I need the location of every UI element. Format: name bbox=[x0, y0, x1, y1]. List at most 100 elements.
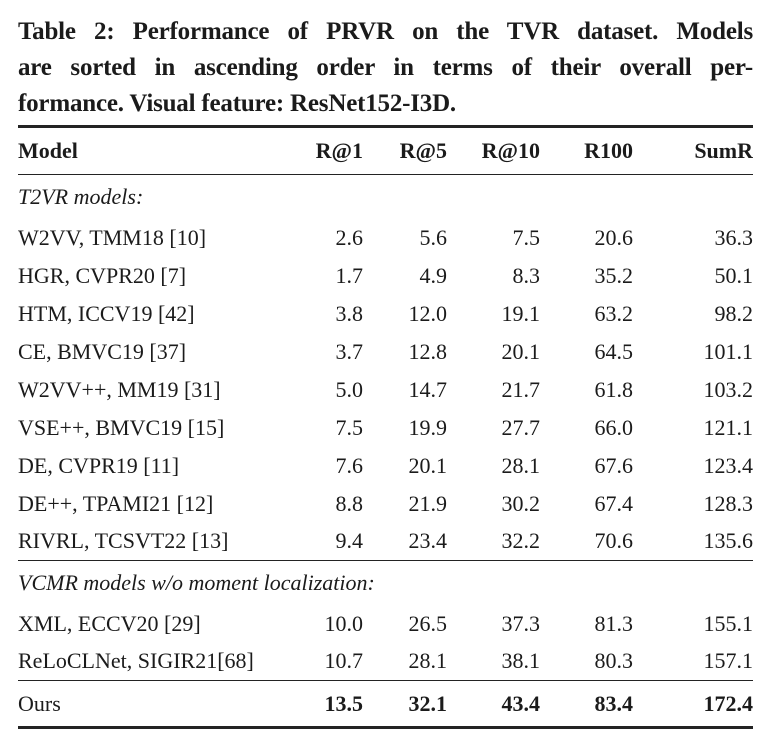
value-cell: 5.0 bbox=[335, 376, 364, 402]
value-cell: 12.8 bbox=[408, 338, 448, 364]
value-cell: 28.1 bbox=[501, 452, 541, 478]
value-cell: 19.1 bbox=[501, 300, 541, 326]
value-cell: 36.3 bbox=[714, 224, 754, 250]
model-cell: HTM, ICCV19 [42] bbox=[18, 300, 195, 326]
value-cell: 7.6 bbox=[335, 452, 364, 478]
value-cell: 8.8 bbox=[335, 490, 364, 516]
value-cell: 81.3 bbox=[594, 610, 634, 636]
column-header-r100: R100 bbox=[584, 138, 633, 163]
value-cell: 155.1 bbox=[703, 610, 754, 636]
header-row: Model R@1 R@5 R@10 R100 SumR bbox=[18, 126, 753, 175]
value-cell: 4.9 bbox=[419, 262, 448, 288]
table-row: Ours 13.5 32.1 43.4 83.4 172.4 bbox=[18, 681, 753, 728]
value-cell: 66.0 bbox=[594, 414, 634, 440]
table-row: DE, CVPR19 [11] 7.6 20.1 28.1 67.6 123.4 bbox=[18, 447, 753, 485]
value-cell: 64.5 bbox=[594, 338, 634, 364]
table-row: VSE++, BMVC19 [15] 7.5 19.9 27.7 66.0 121.1 bbox=[18, 409, 753, 447]
table-row: CE, BMVC19 [37] 3.7 12.8 20.1 64.5 101.1 bbox=[18, 333, 753, 371]
value-cell: 101.1 bbox=[703, 338, 754, 364]
value-cell: 30.2 bbox=[501, 490, 541, 516]
caption-line-2: are sorted in ascending order in terms o… bbox=[18, 54, 753, 81]
ours-section: Ours 13.5 32.1 43.4 83.4 172.4 bbox=[18, 680, 753, 728]
model-cell: ReLoCLNet, SIGIR21[68] bbox=[18, 648, 254, 674]
value-cell: 98.2 bbox=[714, 300, 754, 326]
value-cell: 21.9 bbox=[408, 490, 448, 516]
value-cell: 26.5 bbox=[408, 610, 448, 636]
value-cell: 2.6 bbox=[335, 224, 364, 250]
value-cell: 50.1 bbox=[714, 262, 754, 288]
value-cell: 3.7 bbox=[335, 338, 364, 364]
value-cell: 1.7 bbox=[335, 262, 364, 288]
value-cell: 67.6 bbox=[594, 452, 634, 478]
table-row: W2VV++, MM19 [31] 5.0 14.7 21.7 61.8 103.2 bbox=[18, 371, 753, 409]
value-cell: 28.1 bbox=[408, 648, 448, 674]
value-cell: 5.6 bbox=[419, 224, 448, 250]
results-table: Model R@1 R@5 R@10 R100 SumR T2VR models… bbox=[18, 125, 753, 729]
value-cell: 7.5 bbox=[512, 224, 541, 250]
column-header-r5: R@5 bbox=[399, 138, 447, 163]
value-cell: 10.0 bbox=[324, 610, 364, 636]
value-cell: 12.0 bbox=[408, 300, 448, 326]
value-cell: 3.8 bbox=[335, 300, 364, 326]
value-cell: 172.4 bbox=[703, 690, 754, 716]
model-cell: W2VV++, MM19 [31] bbox=[18, 376, 221, 402]
table-row: XML, ECCV20 [29] 10.0 26.5 37.3 81.3 155.1 bbox=[18, 605, 753, 643]
value-cell: 157.1 bbox=[703, 648, 754, 674]
section-header-label: T2VR models: bbox=[18, 183, 144, 209]
model-cell: DE++, TPAMI21 [12] bbox=[18, 490, 214, 516]
model-cell: HGR, CVPR20 [7] bbox=[18, 262, 187, 288]
value-cell: 19.9 bbox=[408, 414, 448, 440]
table-row: HTM, ICCV19 [42] 3.8 12.0 19.1 63.2 98.2 bbox=[18, 295, 753, 333]
model-cell: VSE++, BMVC19 [15] bbox=[18, 414, 225, 440]
value-cell: 37.3 bbox=[501, 610, 541, 636]
value-cell: 123.4 bbox=[703, 452, 754, 478]
value-cell: 80.3 bbox=[594, 648, 634, 674]
value-cell: 20.6 bbox=[594, 224, 634, 250]
value-cell: 121.1 bbox=[703, 414, 754, 440]
column-header-sumr: SumR bbox=[694, 138, 753, 163]
model-cell: XML, ECCV20 [29] bbox=[18, 610, 201, 636]
value-cell: 38.1 bbox=[501, 648, 541, 674]
value-cell: 23.4 bbox=[408, 528, 448, 554]
value-cell: 32.1 bbox=[408, 690, 448, 716]
model-cell: Ours bbox=[18, 690, 61, 716]
table-caption: Table 2: Performance of PRVR on the TVR … bbox=[18, 14, 753, 122]
table-row: W2VV, TMM18 [10] 2.6 5.6 7.5 20.6 36.3 bbox=[18, 219, 753, 257]
table-header: Model R@1 R@5 R@10 R100 SumR bbox=[18, 126, 753, 175]
table-row: ReLoCLNet, SIGIR21[68] 10.7 28.1 38.1 80.3 15… bbox=[18, 643, 753, 681]
table-row: RIVRL, TCSVT22 [13] 9.4 23.4 32.2 70.6 135.6 bbox=[18, 523, 753, 561]
value-cell: 67.4 bbox=[594, 490, 634, 516]
table-row: HGR, CVPR20 [7] 1.7 4.9 8.3 35.2 50.1 bbox=[18, 257, 753, 295]
column-header-r1: R@1 bbox=[315, 138, 363, 163]
column-header-model: Model bbox=[18, 138, 78, 163]
value-cell: 20.1 bbox=[408, 452, 448, 478]
value-cell: 43.4 bbox=[501, 690, 541, 716]
section-header-label: VCMR models w/o moment localization: bbox=[18, 569, 375, 595]
value-cell: 70.6 bbox=[594, 528, 634, 554]
value-cell: 35.2 bbox=[594, 262, 634, 288]
value-cell: 103.2 bbox=[703, 376, 754, 402]
value-cell: 21.7 bbox=[501, 376, 541, 402]
value-cell: 135.6 bbox=[703, 528, 754, 554]
value-cell: 63.2 bbox=[594, 300, 634, 326]
model-cell: DE, CVPR19 [11] bbox=[18, 452, 180, 478]
caption-line-3: formance. Visual feature: ResNet152-I3D. bbox=[18, 90, 456, 117]
value-cell: 83.4 bbox=[594, 690, 634, 716]
value-cell: 9.4 bbox=[335, 528, 364, 554]
table-section: T2VR models: W2VV, TMM18 [10] 2.6 5.6 7.5 20.… bbox=[18, 175, 753, 561]
table-row: DE++, TPAMI21 [12] 8.8 21.9 30.2 67.4 128.3 bbox=[18, 485, 753, 523]
model-cell: W2VV, TMM18 [10] bbox=[18, 224, 207, 250]
value-cell: 8.3 bbox=[512, 262, 541, 288]
model-cell: RIVRL, TCSVT22 [13] bbox=[18, 528, 229, 554]
section-header-row: T2VR models: bbox=[18, 175, 753, 219]
value-cell: 128.3 bbox=[703, 490, 754, 516]
value-cell: 10.7 bbox=[324, 648, 364, 674]
value-cell: 7.5 bbox=[335, 414, 364, 440]
table-section: VCMR models w/o moment localization: XML,… bbox=[18, 560, 753, 681]
value-cell: 61.8 bbox=[594, 376, 634, 402]
model-cell: CE, BMVC19 [37] bbox=[18, 338, 187, 364]
value-cell: 14.7 bbox=[408, 376, 448, 402]
column-header-r10: R@10 bbox=[481, 138, 540, 163]
caption-line-1: Table 2: Performance of PRVR on the TVR … bbox=[18, 18, 753, 45]
